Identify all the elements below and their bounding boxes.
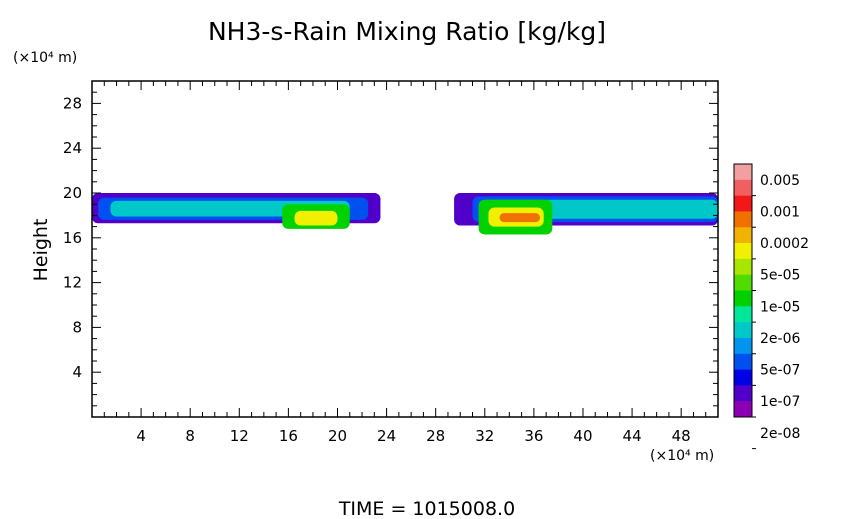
x-tick-label: 8 (185, 427, 195, 445)
y-tick-label: 8 (72, 318, 82, 336)
colorbar-swatch (734, 385, 752, 402)
colorbar-swatch (734, 353, 752, 370)
colorbar-swatch (734, 258, 752, 275)
colorbar-label: 0.005 (760, 173, 800, 189)
heatmap-field (92, 193, 718, 235)
colorbar-label: 1e-07 (760, 394, 800, 410)
colorbar-swatch (734, 274, 752, 291)
colorbar-swatch (734, 337, 752, 355)
x-axis-unit: (×10⁴ m) (650, 448, 714, 464)
heatmap-region (294, 210, 338, 226)
y-tick-label: 28 (63, 94, 82, 112)
colorbar-swatch (734, 211, 752, 228)
x-tick-label: 40 (573, 427, 592, 445)
x-tick-label: 44 (623, 427, 642, 445)
colorbar-label: 2e-08 (760, 426, 800, 442)
colorbar-swatch (734, 243, 752, 260)
x-tick-label: 16 (279, 427, 298, 445)
x-tick-label: 48 (672, 427, 691, 445)
colorbar-swatch (734, 164, 752, 181)
x-tick-label: 36 (524, 427, 543, 445)
y-tick-label: 12 (63, 274, 82, 292)
colorbar-swatch (734, 195, 752, 212)
y-tick-label: 16 (63, 229, 82, 247)
colorbar-label: 2e-06 (760, 331, 800, 347)
colorbar-swatch (734, 401, 752, 418)
colorbar-label: 0.0002 (760, 236, 809, 252)
y-tick-label: 20 (63, 184, 82, 202)
y-axis-unit: (×10⁴ m) (13, 50, 77, 66)
colorbar-label: 5e-07 (760, 363, 800, 379)
colorbar-label: 5e-05 (760, 268, 800, 284)
colorbar: 0.005 0.001 0.0002 5e-05 1e-05 2e-06 5e-07 1e-0… (733, 163, 809, 450)
y-tick-label: 24 (63, 139, 82, 157)
colorbar-swatch (734, 227, 752, 244)
heatmap-region (499, 213, 541, 223)
x-tick-label: 24 (377, 427, 396, 445)
colorbar-label: 1e-05 (760, 299, 800, 315)
colorbar-swatch (734, 179, 752, 196)
x-tick-label: 28 (426, 427, 445, 445)
chart-title: NH3-s-Rain Mixing Ratio [kg/kg] (208, 17, 606, 46)
colorbar-label: 0.001 (760, 204, 800, 220)
y-axis-label: Height (30, 219, 52, 282)
x-tick-label: 20 (328, 427, 347, 445)
time-label: TIME = 1015008.0 (338, 498, 515, 519)
colorbar-swatch (734, 306, 752, 323)
colorbar-swatch (734, 369, 752, 386)
x-tick-label: 4 (136, 427, 146, 445)
colorbar-swatch (734, 290, 752, 307)
x-tick-label: 12 (230, 427, 249, 445)
colorbar-swatch (734, 322, 752, 339)
plot-frame (91, 80, 719, 418)
x-tick-label: 32 (475, 427, 494, 445)
y-tick-label: 4 (72, 363, 82, 381)
